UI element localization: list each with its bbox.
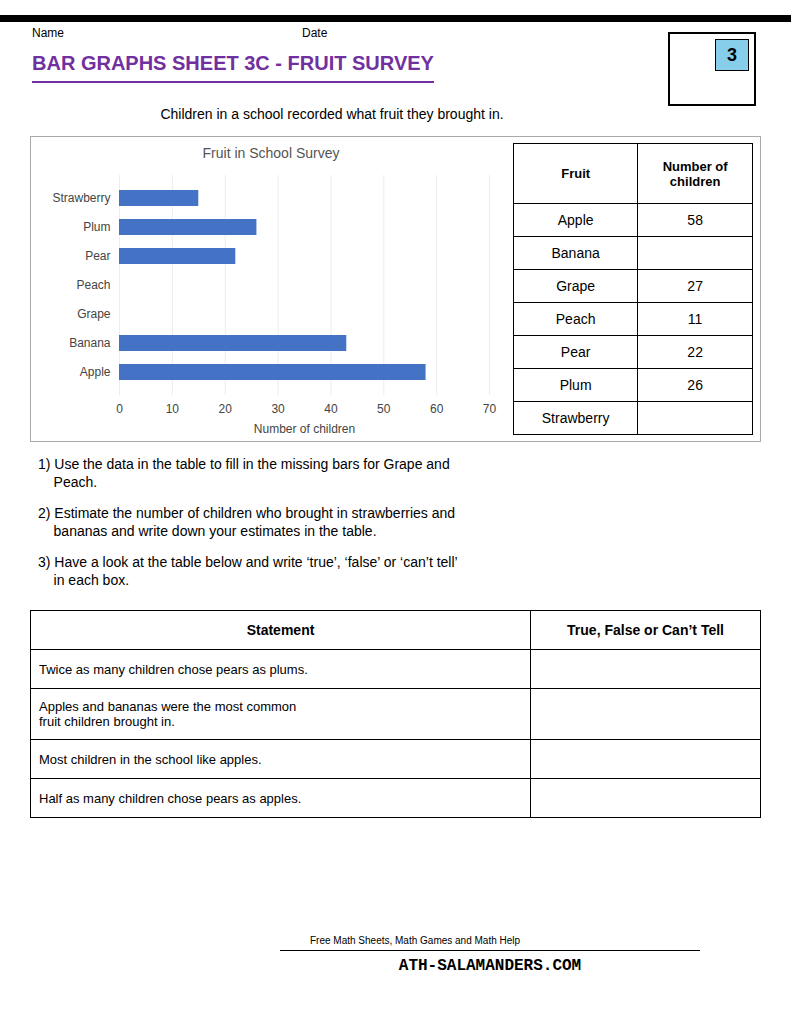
- html-text:22: 22: [687, 344, 703, 360]
- html-text:2) Estimate the number of chil: 2) Estimate the number of children who b…: [38, 505, 456, 539]
- svg-text:Apple: Apple: [80, 365, 111, 379]
- html-text:Free Math Sheets, Math Games a: Free Math Sheets, Math Games and Math He…: [310, 935, 521, 946]
- html-text:Statement: Statement: [246, 622, 315, 638]
- svg-text:Plum: Plum: [83, 220, 110, 234]
- html-text:True, False or Can’t Tell: True, False or Can’t Tell: [567, 622, 724, 638]
- html-text:Strawberry: Strawberry: [541, 410, 610, 426]
- html-text:Apple: Apple: [557, 212, 594, 229]
- html-text:Half as many children chose pe: Half as many children chose pears as app…: [39, 790, 302, 806]
- svg-text:Pear: Pear: [85, 249, 110, 263]
- html-text:27: 27: [687, 278, 703, 294]
- svg-text:Grape: Grape: [77, 307, 111, 321]
- html-text:BAR GRAPHS SHEET 3C - FRUIT SU: BAR GRAPHS SHEET 3C - FRUIT SURVEY: [32, 52, 434, 74]
- html-text:Plum: Plum: [559, 377, 592, 393]
- html-text:Fruit in School Survey: Fruit in School Survey: [202, 145, 340, 161]
- html-text:Pear: Pear: [560, 344, 591, 360]
- html-text:Fruit: Fruit: [561, 166, 591, 182]
- svg-text:60: 60: [430, 402, 444, 416]
- svg-text:50: 50: [377, 402, 391, 416]
- html-text:26: 26: [687, 377, 703, 393]
- html-text:ATH-SALAMANDERS.COM: ATH-SALAMANDERS.COM: [398, 957, 582, 975]
- svg-text:70: 70: [483, 402, 497, 416]
- html-text:58: 58: [687, 212, 703, 229]
- html-text:Children in a school recorded: Children in a school recorded what fruit…: [160, 106, 504, 122]
- svg-text:Number of children: Number of children: [254, 422, 355, 436]
- svg-text:20: 20: [219, 402, 233, 416]
- svg-text:30: 30: [271, 402, 285, 416]
- html-text:1) Use the data in the table t: 1) Use the data in the table to fill in …: [38, 456, 450, 490]
- svg-text:0: 0: [116, 402, 123, 416]
- svg-text:Banana: Banana: [69, 336, 111, 350]
- html-text:3) Have a look at the table be: 3) Have a look at the table below and wr…: [38, 554, 458, 588]
- svg-text:Peach: Peach: [76, 278, 110, 292]
- html-text:3: 3: [727, 44, 737, 65]
- html-text:Apples and bananas were the mo: Apples and bananas were the most common …: [39, 699, 297, 729]
- html-text:Most children in the school li: Most children in the school like apples.: [39, 751, 262, 767]
- svg-text:10: 10: [166, 402, 180, 416]
- html-text:Number of children: Number of children: [662, 158, 728, 189]
- html-text:11: 11: [687, 311, 703, 327]
- html-text:Date: Date: [302, 26, 328, 40]
- html-text:Banana: Banana: [551, 245, 600, 262]
- svg-text:40: 40: [324, 402, 338, 416]
- html-text:Name: Name: [32, 26, 64, 40]
- html-text:Twice as many children chose p: Twice as many children chose pears as pl…: [39, 661, 308, 677]
- svg-text:Strawberry: Strawberry: [52, 191, 110, 205]
- html-text:Peach: Peach: [555, 311, 596, 327]
- html-text:Grape: Grape: [556, 278, 596, 294]
